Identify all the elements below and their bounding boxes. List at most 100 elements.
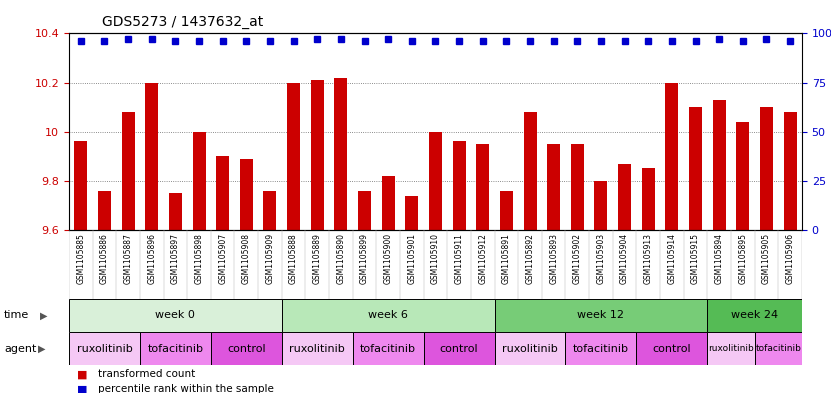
- Bar: [424, 332, 494, 365]
- Bar: [707, 299, 802, 332]
- Bar: [571, 144, 584, 230]
- Text: control: control: [440, 344, 479, 354]
- Bar: [282, 332, 352, 365]
- Bar: [755, 332, 802, 365]
- Text: GSM1105904: GSM1105904: [620, 233, 629, 285]
- Text: ■: ■: [77, 369, 88, 379]
- Text: GSM1105906: GSM1105906: [785, 233, 794, 285]
- Text: GSM1105912: GSM1105912: [478, 233, 487, 284]
- Bar: [282, 299, 494, 332]
- Text: GSM1105911: GSM1105911: [455, 233, 464, 284]
- Bar: [547, 144, 560, 230]
- Text: GSM1105891: GSM1105891: [502, 233, 511, 284]
- Bar: [263, 191, 277, 230]
- Text: tofacitinib: tofacitinib: [147, 344, 204, 354]
- Text: GSM1105889: GSM1105889: [312, 233, 322, 284]
- Text: GSM1105886: GSM1105886: [100, 233, 109, 284]
- Text: GSM1105908: GSM1105908: [242, 233, 251, 285]
- Text: ruxolitinib: ruxolitinib: [76, 344, 132, 354]
- Text: GSM1105905: GSM1105905: [762, 233, 771, 285]
- Bar: [352, 332, 424, 365]
- Text: GSM1105901: GSM1105901: [407, 233, 416, 285]
- Bar: [642, 169, 655, 230]
- Bar: [689, 107, 702, 230]
- Text: GSM1105902: GSM1105902: [573, 233, 582, 285]
- Bar: [429, 132, 442, 230]
- Bar: [74, 141, 87, 230]
- Bar: [287, 83, 300, 230]
- Text: GSM1105914: GSM1105914: [667, 233, 676, 285]
- Text: transformed count: transformed count: [98, 369, 195, 379]
- Bar: [637, 332, 707, 365]
- Text: ■: ■: [77, 384, 88, 393]
- Text: ruxolitinib: ruxolitinib: [289, 344, 345, 354]
- Text: tofacitinib: tofacitinib: [755, 344, 801, 353]
- Text: week 24: week 24: [731, 310, 778, 320]
- Bar: [594, 181, 607, 230]
- Bar: [494, 299, 707, 332]
- Bar: [240, 159, 253, 230]
- Bar: [453, 141, 465, 230]
- Text: ruxolitinib: ruxolitinib: [502, 344, 558, 354]
- Bar: [494, 332, 565, 365]
- Bar: [500, 191, 513, 230]
- Bar: [406, 196, 418, 230]
- Text: GSM1105910: GSM1105910: [431, 233, 440, 285]
- Bar: [760, 107, 773, 230]
- Text: ▶: ▶: [38, 344, 46, 354]
- Bar: [476, 144, 489, 230]
- Text: GSM1105893: GSM1105893: [549, 233, 558, 285]
- Text: GSM1105903: GSM1105903: [597, 233, 606, 285]
- Text: control: control: [227, 344, 266, 354]
- Bar: [524, 112, 537, 230]
- Bar: [193, 132, 205, 230]
- Text: GSM1105907: GSM1105907: [219, 233, 227, 285]
- Bar: [145, 83, 158, 230]
- Bar: [784, 112, 797, 230]
- Text: GSM1105896: GSM1105896: [147, 233, 156, 285]
- Text: GSM1105894: GSM1105894: [715, 233, 724, 285]
- Text: GSM1105888: GSM1105888: [289, 233, 298, 284]
- Text: GDS5273 / 1437632_at: GDS5273 / 1437632_at: [102, 15, 263, 29]
- Bar: [618, 163, 631, 230]
- Bar: [216, 156, 229, 230]
- Text: GSM1105899: GSM1105899: [360, 233, 369, 285]
- Text: week 12: week 12: [578, 310, 624, 320]
- Text: GSM1105892: GSM1105892: [525, 233, 534, 284]
- Bar: [736, 122, 750, 230]
- Text: GSM1105900: GSM1105900: [384, 233, 393, 285]
- Bar: [358, 191, 371, 230]
- Text: tofacitinib: tofacitinib: [573, 344, 629, 354]
- Bar: [666, 83, 678, 230]
- Text: agent: agent: [4, 344, 37, 354]
- Bar: [334, 78, 347, 230]
- Bar: [311, 80, 324, 230]
- Text: GSM1105915: GSM1105915: [691, 233, 700, 285]
- Bar: [121, 112, 135, 230]
- Bar: [169, 193, 182, 230]
- Text: tofacitinib: tofacitinib: [360, 344, 416, 354]
- Text: GSM1105913: GSM1105913: [644, 233, 652, 285]
- Bar: [140, 332, 211, 365]
- Bar: [211, 332, 282, 365]
- Text: GSM1105898: GSM1105898: [194, 233, 204, 284]
- Text: GSM1105895: GSM1105895: [738, 233, 747, 285]
- Bar: [713, 100, 725, 230]
- Text: time: time: [4, 310, 29, 320]
- Text: ▶: ▶: [40, 310, 47, 320]
- Bar: [381, 176, 395, 230]
- Text: GSM1105887: GSM1105887: [124, 233, 133, 284]
- Bar: [707, 332, 755, 365]
- Text: GSM1105890: GSM1105890: [337, 233, 346, 285]
- Text: GSM1105885: GSM1105885: [76, 233, 86, 284]
- Text: ruxolitinib: ruxolitinib: [708, 344, 754, 353]
- Bar: [98, 191, 111, 230]
- Bar: [69, 332, 140, 365]
- Text: control: control: [652, 344, 691, 354]
- Text: week 6: week 6: [368, 310, 408, 320]
- Bar: [69, 299, 282, 332]
- Text: GSM1105897: GSM1105897: [171, 233, 179, 285]
- Text: percentile rank within the sample: percentile rank within the sample: [98, 384, 274, 393]
- Text: GSM1105909: GSM1105909: [265, 233, 274, 285]
- Text: week 0: week 0: [155, 310, 195, 320]
